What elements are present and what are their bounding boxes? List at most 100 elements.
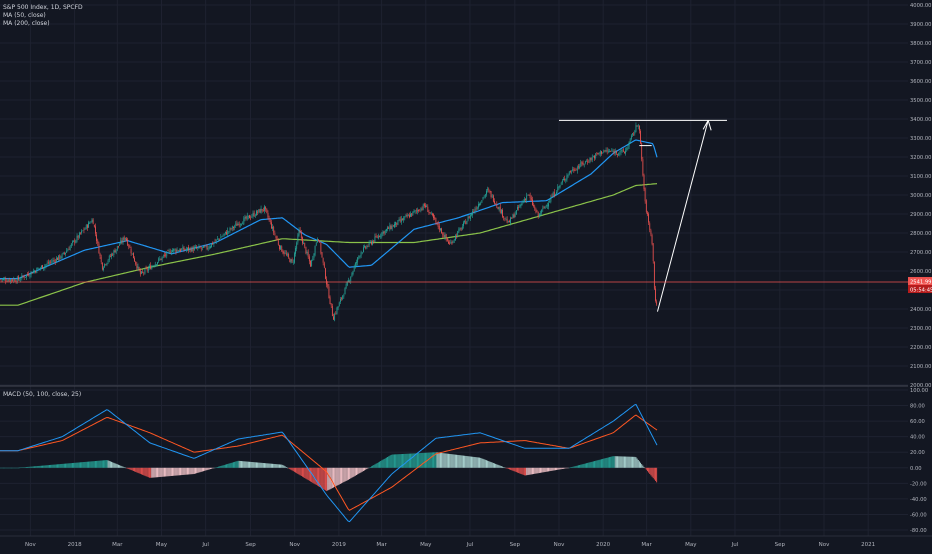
histogram-bar xyxy=(143,468,144,476)
candle-body xyxy=(256,211,257,216)
histogram-bar xyxy=(423,453,424,468)
candle-body xyxy=(71,244,72,246)
candle-body xyxy=(296,243,297,249)
histogram-bar xyxy=(295,468,296,473)
histogram-bar xyxy=(522,468,523,475)
candle-body xyxy=(19,280,20,281)
candle-body xyxy=(507,219,508,223)
candle-body xyxy=(615,151,616,154)
histogram-bar xyxy=(394,454,395,467)
histogram-bar xyxy=(320,468,321,488)
histogram-bar xyxy=(216,467,217,468)
candle-body xyxy=(250,218,251,219)
time-tick-label: Sep xyxy=(510,542,521,548)
macd-axis[interactable]: 100.0080.0060.0040.0020.000.00-20.00-40.… xyxy=(908,387,932,536)
candle-body xyxy=(353,271,354,274)
candle-body xyxy=(404,216,405,218)
candle-body xyxy=(510,217,511,223)
histogram-bar xyxy=(380,461,381,468)
histogram-bar xyxy=(501,466,502,468)
histogram-bar xyxy=(193,468,194,474)
histogram-bar xyxy=(307,468,308,480)
candle-body xyxy=(568,175,569,176)
histogram-bar xyxy=(222,466,223,468)
histogram-bar xyxy=(262,463,263,468)
histogram-bar xyxy=(20,468,21,469)
histogram-bar xyxy=(544,468,545,472)
candle-body xyxy=(212,243,213,245)
candle-body xyxy=(478,204,479,207)
candle-body xyxy=(387,227,388,229)
histogram-bar xyxy=(273,464,274,468)
candle-body xyxy=(442,233,443,235)
histogram-bar xyxy=(159,468,160,477)
histogram-bar xyxy=(233,462,234,468)
histogram-bar xyxy=(338,468,339,485)
candle-body xyxy=(322,252,323,257)
histogram-bar xyxy=(584,464,585,468)
histogram-bar xyxy=(13,468,14,469)
histogram-bar xyxy=(196,468,197,473)
macd-legend[interactable]: MACD (50, 100, close, 25) xyxy=(3,391,81,399)
histogram-bar xyxy=(532,468,533,474)
candle-body xyxy=(458,229,459,232)
candle-body xyxy=(483,197,484,199)
candle-body xyxy=(274,233,275,235)
histogram-bar xyxy=(302,468,303,477)
symbol-title[interactable]: S&P 500 Index, 1D, SPCFD xyxy=(3,4,83,12)
histogram-bar xyxy=(541,468,542,473)
histogram-bar xyxy=(305,468,306,479)
candle-body xyxy=(383,232,384,234)
candle-body xyxy=(287,255,288,256)
histogram-bar xyxy=(555,468,556,470)
candle-body xyxy=(394,224,395,227)
candle-body xyxy=(253,213,254,216)
histogram-bar xyxy=(299,468,300,475)
histogram-bar xyxy=(601,459,602,468)
histogram-bar xyxy=(258,463,259,468)
histogram-bar xyxy=(264,463,265,468)
histogram-bar xyxy=(460,455,461,468)
histogram-bar xyxy=(412,453,413,467)
candle-body xyxy=(184,248,185,250)
histogram-bar xyxy=(240,461,241,468)
candle-body xyxy=(415,210,416,211)
candle-body xyxy=(31,272,32,275)
histogram-bar xyxy=(26,467,27,468)
histogram-bar xyxy=(322,468,323,489)
histogram-bar xyxy=(524,468,525,476)
candle-body xyxy=(553,193,554,198)
histogram-bar xyxy=(351,468,352,478)
histogram-bar xyxy=(406,454,407,468)
candle-body xyxy=(514,214,515,217)
price-tick-label: 3100.00 xyxy=(910,174,931,180)
histogram-bar xyxy=(118,465,119,468)
price-tick-label: 2300.00 xyxy=(910,326,931,332)
candle-body xyxy=(131,249,132,254)
candle-body xyxy=(308,252,309,257)
candle-body xyxy=(607,150,608,151)
candle-body xyxy=(107,263,108,265)
histogram-bar xyxy=(38,466,39,468)
histogram-bar xyxy=(220,466,221,468)
histogram-bar xyxy=(166,468,167,477)
histogram-bar xyxy=(565,468,566,469)
histogram-bar xyxy=(9,468,10,469)
candle-body xyxy=(127,240,128,246)
histogram-bar xyxy=(173,468,174,476)
histogram-bar xyxy=(634,457,635,468)
ma50-legend[interactable]: MA (50, close) xyxy=(3,12,46,20)
candle-body xyxy=(511,218,512,219)
histogram-bar xyxy=(339,468,340,485)
candle-body xyxy=(624,152,625,153)
candle-body xyxy=(53,260,54,262)
price-axis[interactable]: 4000.003900.003800.003700.003600.003500.… xyxy=(908,0,932,389)
histogram-bar xyxy=(115,463,116,467)
histogram-bar xyxy=(437,452,438,467)
candle-body xyxy=(488,190,489,191)
histogram-bar xyxy=(499,465,500,468)
ma200-legend[interactable]: MA (200, close) xyxy=(3,20,50,28)
candle-body xyxy=(18,276,19,279)
